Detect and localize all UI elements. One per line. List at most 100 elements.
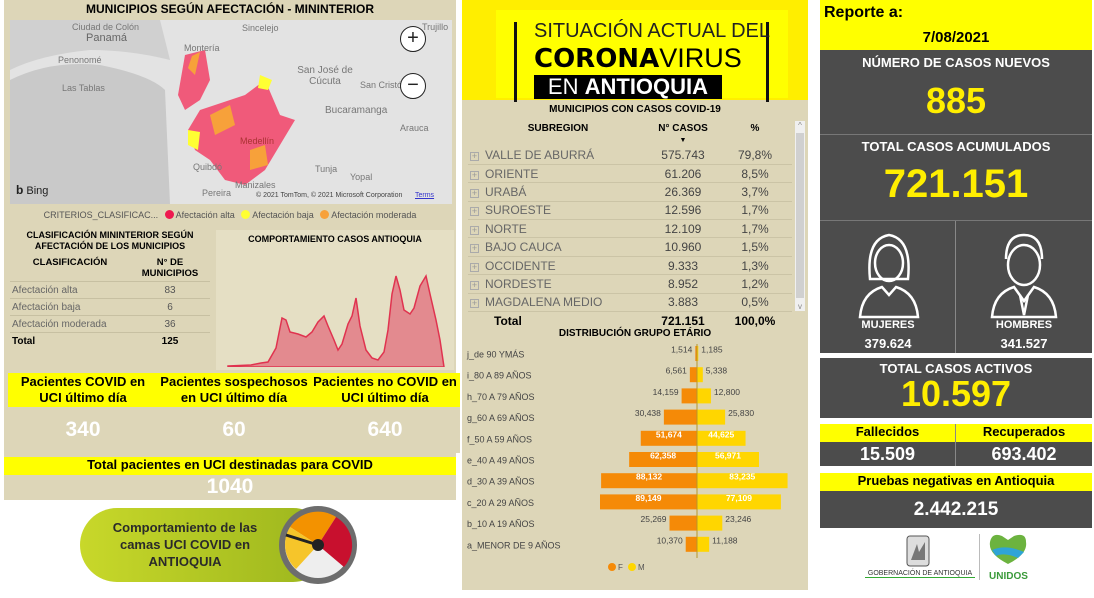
table-row[interactable]: + NORTE 12.109 1,7% — [468, 219, 792, 239]
pct-cell: 8,5% — [718, 164, 792, 184]
card-value: 1040 — [206, 475, 254, 498]
pct-cell: 0,5% — [718, 293, 792, 313]
bar-m — [697, 388, 711, 404]
card-label: MUJERES — [861, 319, 915, 331]
expand-icon[interactable]: + — [470, 298, 479, 309]
terms-link[interactable]: Terms — [415, 192, 435, 199]
table-row[interactable]: + OCCIDENTE 9.333 1,3% — [468, 256, 792, 276]
legend-item[interactable]: Afectación baja — [252, 210, 314, 220]
expand-icon[interactable]: + — [470, 169, 479, 180]
map[interactable]: Ciudad de Colón Panamá Penonomé Las Tabl… — [10, 20, 452, 204]
map-label: San Cristóbal — [360, 80, 415, 90]
table-row[interactable]: + URABÁ 26.369 3,7% — [468, 182, 792, 202]
negative-tests-card: Pruebas negativas en Antioquia 2.442.215 — [820, 473, 1092, 528]
men-card: HOMBRES 341.527 — [956, 221, 1092, 353]
map-label: Yopal — [350, 172, 373, 182]
expand-icon[interactable]: + — [470, 206, 479, 217]
card-label: Fallecidos — [820, 424, 955, 442]
scroll-down-icon[interactable]: v — [798, 302, 802, 311]
uci-covid-card: Pacientes COVID en UCI último día 340 — [8, 373, 158, 453]
pct-cell: 3,7% — [718, 182, 792, 202]
age-distribution-chart: DISTRIBUCIÓN GRUPO ETÁRIO j_de 90 YMÁS 1,… — [462, 326, 808, 590]
category-label: f_50 A 59 AÑOS — [467, 434, 532, 444]
expand-icon[interactable]: + — [470, 279, 479, 290]
card-label: Pacientes sospechosos en UCI último día — [158, 373, 310, 407]
logo-antioquia: ANTIOQUIA — [584, 74, 709, 99]
data-label-f: 10,370 — [657, 535, 683, 545]
subregion-cell[interactable]: + NORDESTE — [468, 274, 648, 294]
card-value: 60 — [158, 407, 310, 453]
bar-f — [685, 536, 697, 552]
card-value: 2.442.215 — [820, 491, 1092, 528]
expand-icon[interactable]: + — [470, 243, 479, 254]
pct-cell: 1,5% — [718, 237, 792, 257]
comportamiento-chart: COMPORTAMIENTO CASOS ANTIOQUIA — [216, 230, 454, 370]
gobernacion-label: GOBERNACIÓN DE ANTIOQUIA — [865, 570, 975, 578]
table-row[interactable]: + ORIENTE 61.206 8,5% — [468, 164, 792, 184]
table-row[interactable]: + NORDESTE 8.952 1,2% — [468, 274, 792, 294]
subregion-cell[interactable]: + URABÁ — [468, 182, 648, 202]
table-scrollbar[interactable]: ^ v — [795, 121, 805, 311]
logo-en: EN — [547, 74, 585, 99]
legend-f: F — [618, 563, 623, 572]
zoom-out-button[interactable]: − — [400, 73, 426, 99]
subregion-cell[interactable]: + VALLE DE ABURRÁ — [468, 146, 648, 165]
pct-cell: 1,3% — [718, 256, 792, 276]
map-legend: CRITERIOS_CLASIFICAC... Afectación alta … — [4, 210, 456, 220]
women-card: MUJERES 379.624 — [820, 221, 956, 353]
coronavirus-logo: SITUACIÓN ACTUAL DEL CORONAVIRUS EN ANTI… — [496, 10, 788, 102]
data-label-m: 56,971 — [715, 451, 741, 461]
cases-cell: 8.952 — [648, 274, 718, 294]
legend-item[interactable]: Afectación alta — [175, 210, 235, 220]
cases-cell: 9.333 — [648, 256, 718, 276]
cell: Afectación baja — [10, 298, 130, 316]
map-label: Tunja — [315, 164, 338, 174]
subregion-cell[interactable]: + NORTE — [468, 219, 648, 239]
category-label: e_40 A 49 AÑOS — [467, 456, 535, 466]
card-label: TOTAL CASOS ACUMULADOS — [861, 139, 1051, 154]
map-label: Medellín — [240, 136, 275, 146]
expand-icon[interactable]: + — [470, 261, 479, 272]
col-header[interactable]: % — [750, 123, 760, 134]
data-label-f: 25,269 — [641, 514, 667, 524]
data-label-m: 44,625 — [708, 429, 734, 439]
total-cases: 721.151 — [661, 313, 705, 328]
expand-icon[interactable]: + — [470, 187, 479, 198]
table-row[interactable]: + MAGDALENA MEDIO 3.883 0,5% — [468, 293, 792, 313]
data-label-f: 14,159 — [653, 387, 679, 397]
gobernacion-logo: GOBERNACIÓN DE ANTIOQUIA — [865, 534, 975, 584]
col-header[interactable]: SUBREGION — [527, 123, 589, 134]
legend-f-icon — [608, 563, 616, 571]
subregion-cell[interactable]: + SUROESTE — [468, 201, 648, 221]
gauge-banner-button[interactable]: Comportamiento de las camas UCI COVID en… — [80, 505, 370, 585]
col-header-sorted[interactable]: N° CASOS ▼ — [648, 120, 718, 146]
subregion-cell[interactable]: + MAGDALENA MEDIO — [468, 293, 648, 313]
scroll-thumb[interactable] — [796, 133, 804, 298]
card-value: 379.624 — [864, 336, 912, 351]
card-label: Pacientes COVID en UCI último día — [8, 373, 158, 407]
data-label-f: 30,438 — [635, 408, 661, 418]
map-label: Manizales — [235, 180, 276, 190]
table-row[interactable]: + BAJO CAUCA 10.960 1,5% — [468, 237, 792, 257]
legend-dot-icon — [241, 210, 251, 219]
pct-cell: 79,8% — [718, 146, 792, 165]
table-row[interactable]: + VALLE DE ABURRÁ 575.743 79,8% — [468, 146, 792, 165]
subregion-cell[interactable]: + ORIENTE — [468, 164, 648, 184]
expand-icon[interactable]: + — [470, 224, 479, 235]
table-row[interactable]: + SUROESTE 12.596 1,7% — [468, 201, 792, 221]
subregion-name: URABÁ — [485, 184, 527, 199]
cases-cell: 10.960 — [648, 237, 718, 257]
subregion-cell[interactable]: + OCCIDENTE — [468, 256, 648, 276]
category-label: d_30 A 39 AÑOS — [467, 477, 535, 487]
bar-f — [695, 346, 697, 361]
scroll-up-icon[interactable]: ^ — [798, 121, 802, 130]
data-label-m: 12,800 — [714, 387, 740, 397]
subregion-cell[interactable]: + BAJO CAUCA — [468, 237, 648, 257]
map-label: San José de Cúcuta — [297, 65, 353, 87]
legend-item[interactable]: Afectación moderada — [331, 210, 417, 220]
cases-cell: 61.206 — [648, 164, 718, 184]
expand-icon[interactable]: + — [470, 150, 479, 161]
bar-m — [697, 536, 710, 552]
zoom-in-button[interactable]: + — [400, 26, 426, 52]
category-label: i_80 A 89 AÑOS — [467, 371, 532, 381]
